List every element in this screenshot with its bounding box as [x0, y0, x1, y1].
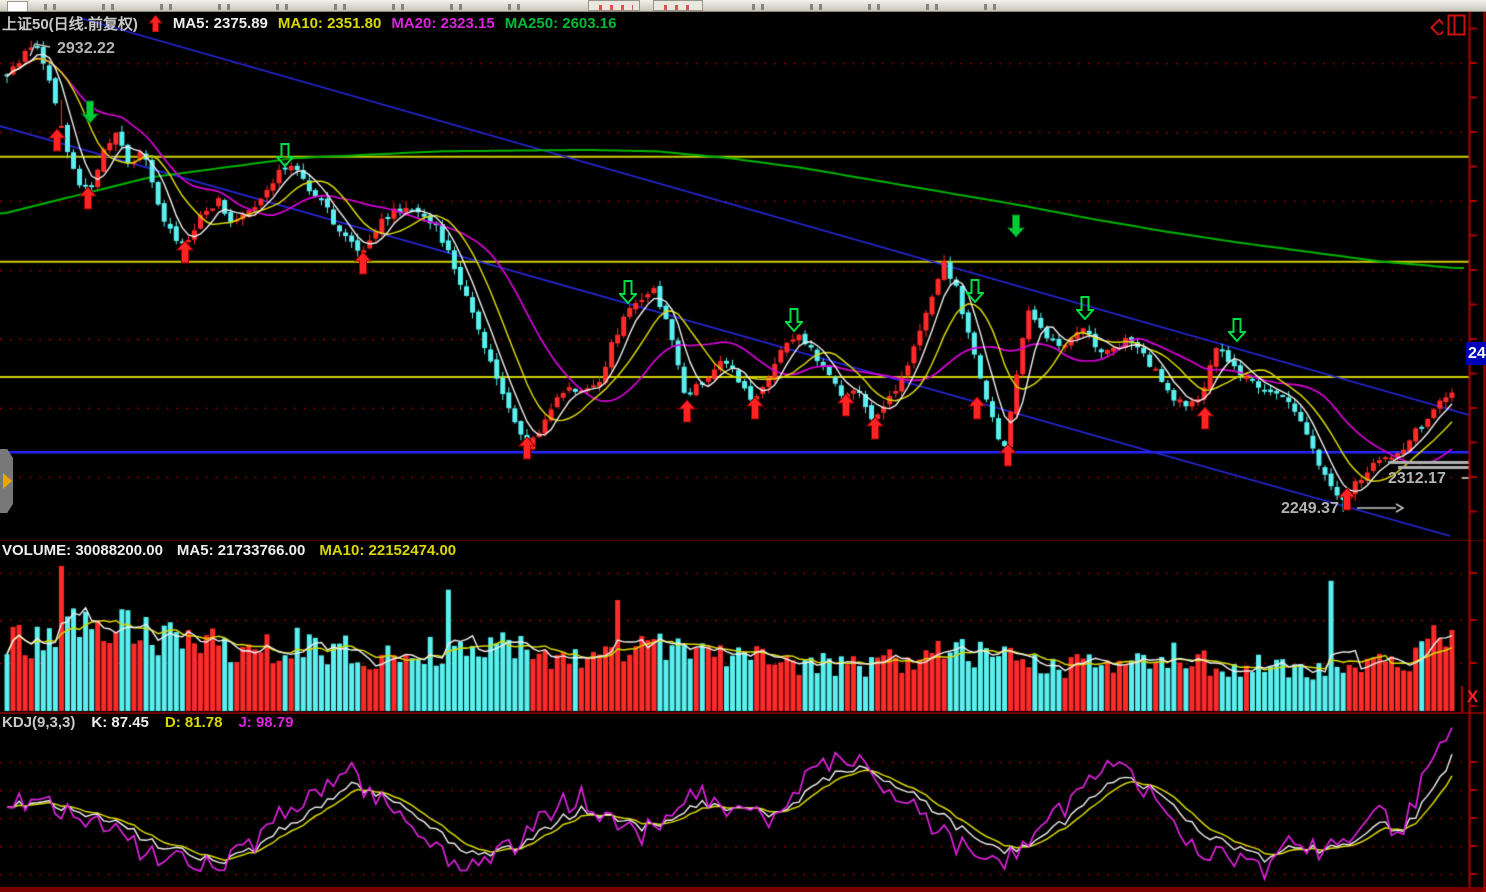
- sell-signal-hollow-arrow: [274, 143, 296, 172]
- ma20-label: MA20: 2323.15: [391, 15, 495, 32]
- kdj-title-label: KDJ(9,3,3): [2, 714, 76, 731]
- menu-button-red-1[interactable]: [588, 0, 640, 11]
- ma250-label: MA250: 2603.16: [504, 15, 617, 32]
- buy-signal-arrow: [47, 128, 67, 157]
- level-price-annotation: 2312.17: [1388, 470, 1446, 487]
- sell-signal-hollow-arrow: [617, 280, 639, 309]
- expand-arrow-icon: [3, 473, 12, 489]
- sidebar-expander-tab[interactable]: [0, 449, 13, 513]
- menu-bar[interactable]: [0, 0, 1486, 12]
- indicator-close-button[interactable]: X: [1467, 687, 1479, 706]
- sell-signal-hollow-arrow: [1226, 318, 1248, 347]
- peak-price-annotation: 2932.22: [57, 40, 115, 57]
- trough-price-annotation: 2249.37: [1281, 500, 1339, 517]
- ma5-label: MA5: 2375.89: [172, 15, 268, 32]
- sell-signal-arrow: [1006, 214, 1026, 243]
- buy-signal-arrow: [175, 240, 195, 269]
- buy-signal-arrow: [865, 416, 885, 445]
- volume-ma10-label: MA10: 22152474.00: [319, 542, 457, 559]
- sell-signal-arrow: [80, 100, 100, 129]
- sell-signal-hollow-arrow: [1074, 296, 1096, 325]
- buy-signal-arrow: [1195, 406, 1215, 435]
- buy-signal-arrow: [517, 436, 537, 465]
- buy-signal-arrow: [836, 393, 856, 422]
- diamond-icon[interactable]: [1424, 16, 1449, 40]
- buy-signal-arrow: [967, 396, 987, 425]
- right-axis-price-badge: 24: [1466, 342, 1486, 365]
- volume-ma5-label: MA5: 21733766.00: [176, 542, 306, 559]
- buy-signal-arrow: [1337, 487, 1357, 516]
- buy-signal-arrow: [78, 186, 98, 215]
- menu-system-icon[interactable]: [7, 1, 28, 12]
- kdj-j-label: J: 98.79: [238, 714, 294, 731]
- symbol-title: 上证50(日线.前复权): [2, 16, 138, 33]
- up-arrow-icon: [147, 15, 163, 32]
- sell-signal-hollow-arrow: [964, 279, 986, 308]
- buy-signal-arrow: [998, 443, 1018, 472]
- volume-value-label: VOLUME: 30088200.00: [2, 542, 163, 559]
- kdj-d-label: D: 81.78: [164, 714, 223, 731]
- ma10-label: MA10: 2351.80: [277, 15, 382, 32]
- buy-signal-arrow: [745, 396, 765, 425]
- menu-items-cropped[interactable]: [34, 4, 564, 10]
- split-window-icon[interactable]: [1447, 14, 1467, 41]
- buy-signal-arrow: [353, 251, 373, 280]
- menu-items-cropped-right[interactable]: [742, 4, 1042, 10]
- sell-signal-hollow-arrow: [783, 308, 805, 337]
- menu-button-red-2[interactable]: [653, 0, 703, 11]
- kdj-k-label: K: 87.45: [91, 714, 149, 731]
- buy-signal-arrow: [677, 399, 697, 428]
